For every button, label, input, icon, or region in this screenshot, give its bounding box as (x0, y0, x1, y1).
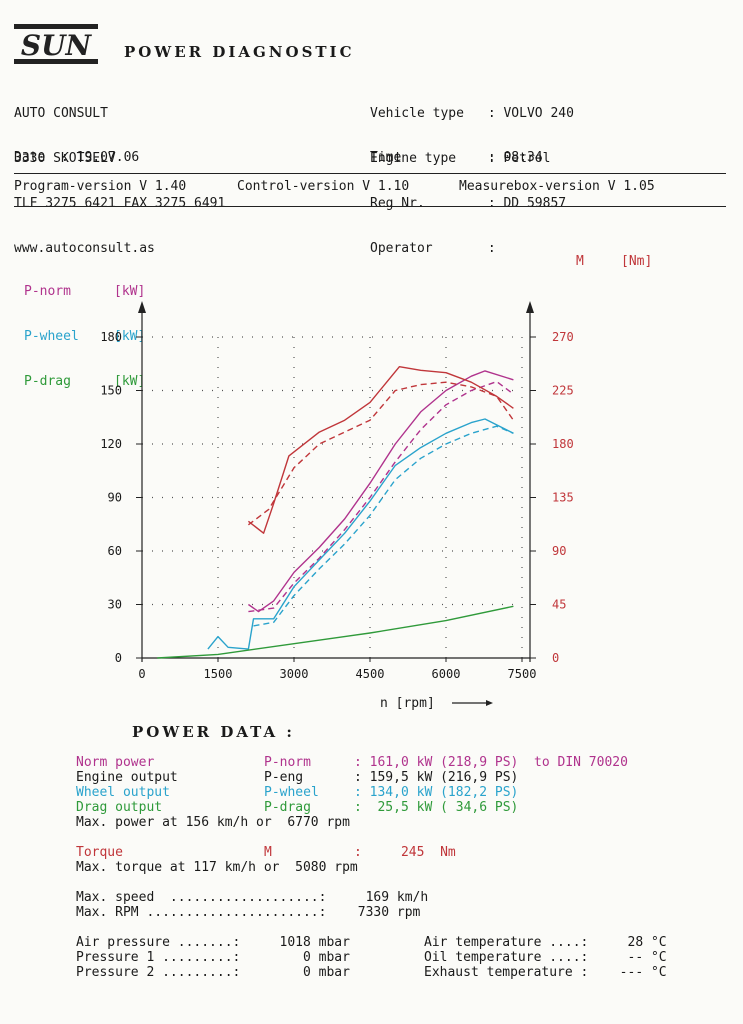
vehicle-type-value: VOLVO 240 (503, 106, 574, 121)
engine-output-row: Engine output P-eng: 159,5 kW (216,9 PS) (76, 770, 519, 785)
y-axis-right-arrow (526, 301, 534, 313)
vehicle-block: Vehicle type : VOLVO 240 Engine type : P… (370, 106, 574, 256)
sun-logo: SUN (14, 24, 98, 64)
exhaust-temperature-row: Exhaust temperature : --- °C (424, 965, 667, 980)
y-tick-label-right: 45 (552, 598, 566, 612)
company-block: AUTO CONSULT 3330 SKOTSELV TLF 3275 6421… (14, 76, 225, 271)
measurebox-version: Measurebox-version V 1.05 (459, 179, 655, 194)
company-website: www.autoconsult.as (14, 241, 155, 256)
legend-p-drag: P-drag [kW] (24, 374, 146, 389)
wheel-output-row: Wheel output P-wheel: 134,0 kW (182,2 PS) (76, 785, 519, 800)
divider-top (14, 173, 726, 174)
reg-nr-label: Reg Nr. (370, 196, 425, 211)
x-tick-label: 3000 (280, 667, 309, 681)
y-tick-label-left: 180 (100, 330, 122, 344)
y-axis-left-arrow (138, 301, 146, 313)
company-name: AUTO CONSULT (14, 106, 108, 121)
air-temperature-row: Air temperature ....: 28 °C (424, 935, 667, 950)
y-tick-label-left: 0 (115, 651, 122, 665)
date-row: Date : 19.07.06 (14, 150, 139, 165)
pressure-2-row: Pressure 2 .........: 0 mbar (76, 965, 350, 980)
y-tick-label-right: 225 (552, 384, 574, 398)
x-axis-label: n [rpm] (380, 696, 435, 711)
time-value: 08:34 (503, 150, 543, 165)
series-line-m-dashed (247, 381, 514, 526)
time-label: Time (370, 150, 402, 165)
y-tick-label-left: 120 (100, 437, 122, 451)
norm-power-row: Norm power P-norm: 161,0 kW (218,9 PS) to… (76, 755, 628, 770)
y-tick-label-left: 90 (108, 491, 122, 505)
power-data-title: POWER DATA : (132, 723, 295, 741)
y-tick-label-right: 135 (552, 491, 574, 505)
chart-legend: P-norm [kW] P-wheel [kW] P-drag [kW] (24, 254, 145, 404)
series-line-p-wheel (207, 418, 514, 650)
x-tick-label: 1500 (204, 667, 233, 681)
air-pressure-row: Air pressure .......: 1018 mbar (76, 935, 350, 950)
legend-p-wheel: P-wheel [kW] (24, 329, 146, 344)
divider-bottom (14, 206, 726, 207)
y-tick-label-right: 180 (552, 437, 574, 451)
y-tick-label-left: 30 (108, 598, 122, 612)
x-tick-label: 4500 (356, 667, 385, 681)
engine-type-value: Petrol (503, 151, 551, 166)
company-phone: TLF 3275 6421 FAX 3275 6491 (14, 196, 226, 211)
power-chart: 0 1500 3000 4500 6000 7500 0 30 60 90 120 150 180 0 45… (100, 301, 574, 711)
max-speed-row: Max. speed ...................: 169 km/h (76, 890, 429, 905)
x-tick-label: 0 (138, 667, 145, 681)
drag-output-row: Drag output P-drag: 25,5 kW ( 34,6 PS) (76, 800, 519, 815)
operator-label: Operator (370, 241, 433, 256)
y-tick-label-left: 150 (100, 384, 122, 398)
control-version: Control-version V 1.10 (237, 179, 410, 194)
max-power-row: Max. power at 156 km/h or 6770 rpm (76, 815, 350, 830)
pressure-1-row: Pressure 1 .........: 0 mbar (76, 950, 350, 965)
report-title: POWER DIAGNOSTIC (124, 43, 355, 61)
legend-p-norm: P-norm [kW] (24, 284, 146, 299)
svg-text:SUN: SUN (21, 29, 93, 62)
reg-nr-value: DD 59857 (503, 196, 567, 211)
date-value: 19.07.06 (76, 150, 140, 165)
time-row: Time : 08:34 (370, 150, 543, 165)
engine-type-label: Engine type (370, 151, 457, 166)
series-line-p-norm (247, 370, 514, 613)
y-tick-label-left: 60 (108, 544, 122, 558)
y-tick-label-right: 90 (552, 544, 566, 558)
x-label-arrow-head (486, 700, 493, 706)
vehicle-type-label: Vehicle type (370, 106, 464, 121)
legend-torque: M [Nm] (576, 254, 653, 269)
series-line-p-norm-dashed (248, 380, 514, 613)
series-line-m (247, 365, 514, 534)
series-line-p-drag (157, 605, 514, 659)
y-tick-label-right: 0 (552, 651, 559, 665)
y-tick-label-right: 270 (552, 330, 574, 344)
date-label: Date : (14, 150, 69, 165)
company-address: 3330 SKOTSELV (14, 151, 116, 166)
x-tick-label: 6000 (432, 667, 461, 681)
oil-temperature-row: Oil temperature ....: -- °C (424, 950, 667, 965)
series-line-p-wheel-dashed (253, 425, 514, 627)
x-tick-label: 7500 (508, 667, 537, 681)
max-rpm-row: Max. RPM ......................: 7330 rp… (76, 905, 421, 920)
max-torque-row: Max. torque at 117 km/h or 5080 rpm (76, 860, 358, 875)
torque-row: Torque M: 245 Nm (76, 845, 456, 860)
program-version: Program-version V 1.40 (14, 179, 187, 194)
